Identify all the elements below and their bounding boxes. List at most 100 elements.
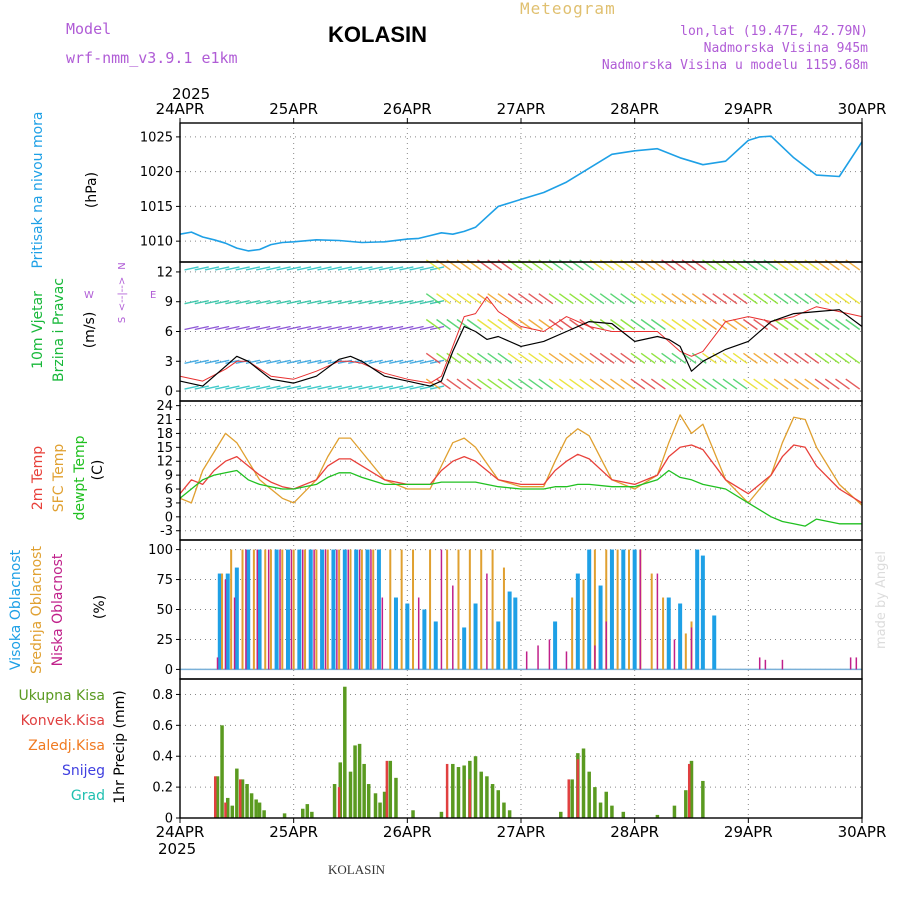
wind-barb: [286, 325, 301, 331]
cloud-bar: [324, 549, 327, 670]
y-tick-label: 0: [165, 385, 173, 400]
wind-barb: [378, 385, 394, 390]
wind-barb: [743, 318, 758, 331]
y-tick-label: 0.8: [152, 688, 173, 703]
wind-barb: [763, 318, 779, 331]
wind-barb: [824, 378, 840, 390]
wind-barb: [204, 385, 220, 390]
cloud-bar: [315, 549, 318, 670]
wind-barb: [753, 293, 769, 305]
precip-bar: [593, 787, 597, 818]
wind-barb: [661, 378, 676, 390]
precip-bar: [215, 776, 220, 818]
precip-bar: [604, 791, 608, 818]
wind-barb: [558, 352, 574, 364]
wind-barb: [436, 318, 451, 331]
wind-barb: [794, 378, 809, 390]
wind-barb: [630, 318, 646, 331]
precip-bar: [567, 779, 570, 818]
precip-bar: [468, 779, 472, 818]
wind-barb: [814, 378, 830, 390]
wind-panel-label-2: Brzina i Pravac: [51, 278, 67, 382]
wind-barb: [194, 385, 209, 390]
precip-bar: [473, 756, 478, 818]
wind-barb: [835, 352, 850, 364]
wind-barb: [276, 325, 291, 331]
wind-barb: [194, 325, 209, 331]
temp-unit-label: (C): [90, 460, 106, 481]
cloud-bar: [627, 549, 630, 670]
wind-gust-line: [179, 296, 863, 384]
wind-barb: [763, 293, 779, 305]
cloud-bar: [376, 549, 381, 670]
wind-barb: [589, 378, 605, 390]
y-tick-label: 100: [148, 543, 173, 558]
wind-barb: [548, 378, 564, 390]
wind-barb: [204, 300, 220, 305]
precip-legend-3: Snijeg: [62, 763, 105, 779]
precip-bar: [245, 784, 249, 818]
precip-bar: [689, 760, 694, 818]
precip-bar: [366, 784, 371, 818]
cloud-bar: [457, 549, 460, 670]
cloud-bar: [370, 549, 372, 670]
y-tick-label: 12: [156, 455, 173, 470]
wind-barb: [337, 266, 353, 271]
wind-barb: [732, 378, 748, 390]
time-tick-label-bottom: 24APR: [156, 823, 205, 841]
precip-bar: [310, 811, 314, 818]
precip-bar: [382, 791, 387, 818]
wind-compass-s: S: [117, 317, 128, 323]
wind-barb: [388, 266, 404, 271]
wind-barb: [835, 293, 850, 305]
wind-barb: [419, 266, 434, 271]
wind-barb: [783, 318, 799, 331]
wind-barb: [327, 385, 342, 390]
cloud-bar: [684, 633, 687, 670]
wind-barb: [538, 293, 554, 305]
wind-barb: [814, 352, 830, 364]
wind-barb: [446, 378, 462, 390]
wind-barb: [276, 359, 291, 364]
wind-barb: [558, 293, 574, 305]
wind-barb: [681, 293, 697, 305]
cloud-bar: [598, 585, 603, 670]
y-tick-label: 15: [156, 441, 173, 456]
pressure-panel-label: Pritisak na nivou mora: [30, 111, 46, 268]
y-tick-label: -3: [160, 524, 173, 539]
elevation-label: Nadmorska Visina 945m: [703, 41, 868, 56]
wind-barb: [671, 352, 687, 364]
wind-barb: [348, 325, 363, 331]
wind-barb: [266, 325, 281, 331]
wind-barb: [419, 359, 434, 364]
wind-barb: [419, 385, 434, 390]
wind-barb: [225, 385, 240, 390]
wind-barb: [245, 266, 261, 271]
precip-bar: [687, 763, 691, 818]
wind-barb: [548, 293, 564, 305]
wind-barb: [225, 359, 240, 364]
wind-barb: [507, 293, 523, 305]
wind-barb: [691, 293, 707, 305]
wind-barb: [215, 266, 230, 271]
wind-barb: [194, 359, 209, 364]
wind-barb: [286, 359, 301, 364]
wind-barb: [528, 293, 544, 305]
wind-barb: [589, 293, 605, 305]
cloud-unit-label: (%): [92, 595, 108, 619]
precip-bar: [462, 765, 466, 818]
y-tick-label: 50: [156, 603, 173, 618]
precip-bar: [581, 748, 586, 818]
wind-barb: [425, 318, 441, 331]
precip-bar: [445, 763, 449, 818]
wind-barb: [477, 318, 492, 331]
wind-barb: [702, 293, 717, 305]
wind-barb: [650, 352, 666, 364]
cloud-bar: [336, 549, 338, 670]
precip-bar: [655, 814, 660, 818]
wind-barb: [368, 325, 383, 331]
wind-barb: [266, 359, 281, 364]
cloud-bar: [281, 549, 284, 670]
wind-barb: [579, 318, 595, 331]
cloud-bar: [468, 549, 471, 670]
